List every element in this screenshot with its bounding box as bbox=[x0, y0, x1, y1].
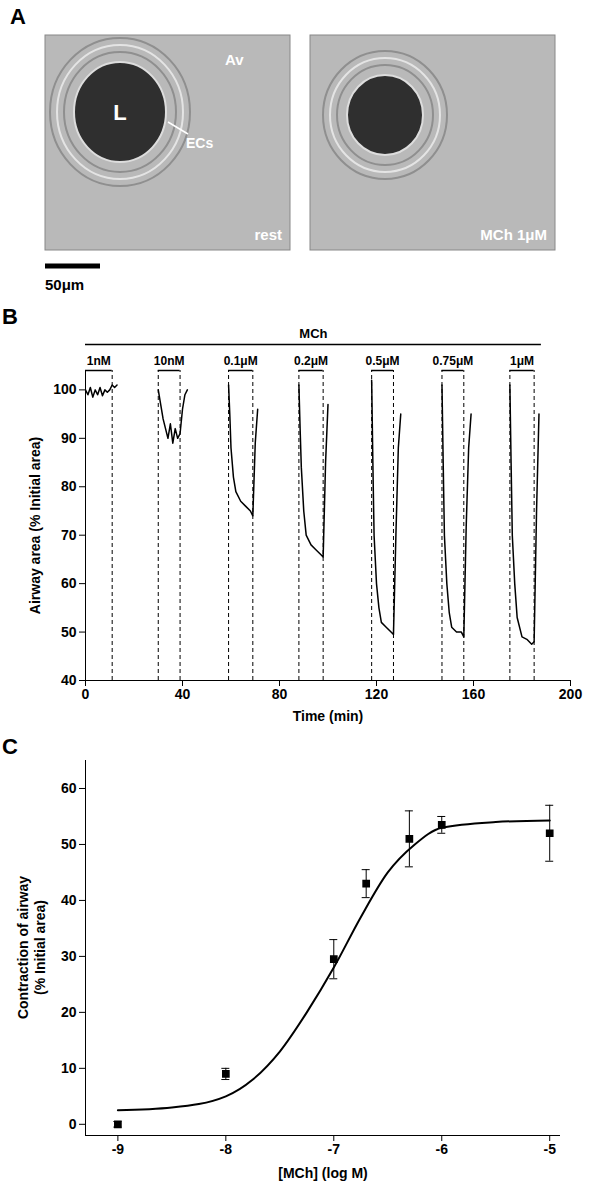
svg-text:-5: -5 bbox=[543, 1141, 556, 1157]
svg-text:-8: -8 bbox=[220, 1141, 233, 1157]
svg-text:0.2μM: 0.2μM bbox=[294, 354, 328, 368]
svg-text:C: C bbox=[2, 734, 18, 759]
svg-text:50μm: 50μm bbox=[45, 276, 84, 293]
svg-text:70: 70 bbox=[61, 527, 77, 543]
svg-text:160: 160 bbox=[462, 686, 486, 702]
svg-text:100: 100 bbox=[53, 381, 77, 397]
svg-text:Time (min): Time (min) bbox=[293, 708, 364, 724]
svg-text:ECs: ECs bbox=[186, 135, 213, 151]
svg-text:0.1μM: 0.1μM bbox=[224, 354, 258, 368]
svg-text:L: L bbox=[113, 100, 126, 125]
svg-text:200: 200 bbox=[559, 686, 583, 702]
svg-text:Contraction of airway(% Initia: Contraction of airway(% Initial area) bbox=[15, 876, 48, 1019]
svg-text:-9: -9 bbox=[112, 1141, 125, 1157]
svg-text:10: 10 bbox=[61, 1060, 77, 1076]
svg-text:40: 40 bbox=[61, 672, 77, 688]
svg-text:0.75μM: 0.75μM bbox=[433, 354, 474, 368]
svg-text:1nM: 1nM bbox=[87, 354, 111, 368]
svg-text:60: 60 bbox=[61, 575, 77, 591]
svg-text:30: 30 bbox=[61, 948, 77, 964]
svg-text:rest: rest bbox=[254, 226, 282, 243]
svg-text:20: 20 bbox=[61, 1004, 77, 1020]
svg-text:MCh 1μM: MCh 1μM bbox=[480, 226, 547, 243]
svg-text:80: 80 bbox=[272, 686, 288, 702]
svg-text:MCh: MCh bbox=[299, 326, 327, 341]
svg-text:0: 0 bbox=[69, 1116, 77, 1132]
svg-text:-6: -6 bbox=[436, 1141, 449, 1157]
svg-text:40: 40 bbox=[175, 686, 191, 702]
svg-text:10nM: 10nM bbox=[154, 354, 185, 368]
svg-text:50: 50 bbox=[61, 836, 77, 852]
svg-text:0: 0 bbox=[82, 686, 90, 702]
svg-text:A: A bbox=[10, 4, 26, 29]
svg-text:40: 40 bbox=[61, 892, 77, 908]
svg-text:B: B bbox=[2, 304, 18, 329]
svg-text:80: 80 bbox=[61, 478, 77, 494]
svg-text:120: 120 bbox=[365, 686, 389, 702]
svg-text:Av: Av bbox=[225, 51, 244, 68]
svg-text:Airway area (% Initial area): Airway area (% Initial area) bbox=[27, 437, 43, 614]
svg-text:90: 90 bbox=[61, 430, 77, 446]
svg-text:[MCh] (log M): [MCh] (log M) bbox=[278, 1165, 367, 1181]
svg-text:-7: -7 bbox=[328, 1141, 341, 1157]
svg-text:50: 50 bbox=[61, 624, 77, 640]
svg-text:60: 60 bbox=[61, 780, 77, 796]
svg-text:1μM: 1μM bbox=[510, 354, 534, 368]
svg-text:0.5μM: 0.5μM bbox=[366, 354, 400, 368]
